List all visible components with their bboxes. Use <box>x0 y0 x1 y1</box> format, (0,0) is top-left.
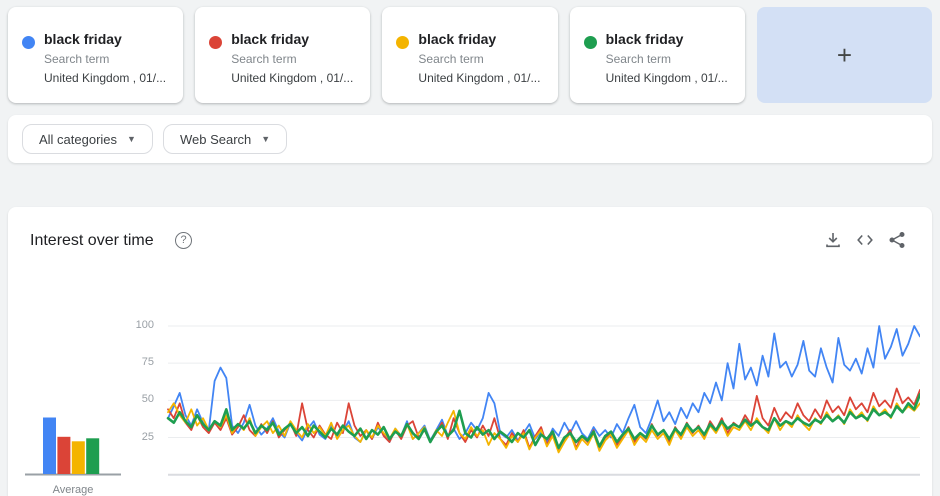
comparison-cards-row: black friday Search term United Kingdom … <box>8 7 932 103</box>
term-scope-label: United Kingdom , 01/... <box>418 71 540 85</box>
average-label: Average <box>25 484 121 496</box>
category-filter-dropdown[interactable]: All categories ▼ <box>22 124 153 154</box>
add-comparison-button[interactable]: + <box>757 7 932 103</box>
term-color-dot-green <box>584 36 597 49</box>
term-scope-label: United Kingdom , 01/... <box>231 71 353 85</box>
help-icon[interactable]: ? <box>175 232 192 249</box>
average-bar-chart[interactable]: Average <box>25 411 121 496</box>
term-type-label: Search term <box>418 52 483 66</box>
term-type-label: Search term <box>231 52 296 66</box>
interest-over-time-card: Interest over time ? 25 50 75 100 <box>8 207 932 496</box>
y-axis-tick-label: 100 <box>118 319 154 331</box>
term-keyword: black friday <box>606 31 684 47</box>
download-icon[interactable] <box>824 231 842 249</box>
chevron-down-icon: ▼ <box>261 134 270 144</box>
term-color-dot-red <box>209 36 222 49</box>
share-icon[interactable] <box>888 231 906 249</box>
y-axis-tick-label: 75 <box>118 356 154 368</box>
chevron-down-icon: ▼ <box>127 134 136 144</box>
term-card-green[interactable]: black friday Search term United Kingdom … <box>570 7 745 103</box>
y-axis-tick-label: 50 <box>118 393 154 405</box>
search-type-filter-label: Web Search <box>180 132 251 147</box>
term-keyword: black friday <box>231 31 309 47</box>
widget-title: Interest over time <box>30 232 154 250</box>
filter-bar: All categories ▼ Web Search ▼ <box>8 115 932 163</box>
google-trends-page: black friday Search term United Kingdom … <box>0 0 940 496</box>
term-type-label: Search term <box>44 52 109 66</box>
term-card-blue[interactable]: black friday Search term United Kingdom … <box>8 7 183 103</box>
term-type-label: Search term <box>606 52 671 66</box>
term-keyword: black friday <box>44 31 122 47</box>
widget-actions <box>824 231 906 249</box>
embed-icon[interactable] <box>856 231 874 249</box>
term-color-dot-blue <box>22 36 35 49</box>
term-keyword: black friday <box>418 31 496 47</box>
term-color-dot-yellow <box>396 36 409 49</box>
term-scope-label: United Kingdom , 01/... <box>44 71 166 85</box>
interest-line-chart[interactable] <box>160 318 920 490</box>
term-card-red[interactable]: black friday Search term United Kingdom … <box>195 7 370 103</box>
search-type-filter-dropdown[interactable]: Web Search ▼ <box>163 124 287 154</box>
y-axis-tick-label: 25 <box>118 431 154 443</box>
category-filter-label: All categories <box>39 132 117 147</box>
term-scope-label: United Kingdom , 01/... <box>606 71 728 85</box>
plus-icon: + <box>837 40 852 71</box>
term-card-yellow[interactable]: black friday Search term United Kingdom … <box>382 7 557 103</box>
